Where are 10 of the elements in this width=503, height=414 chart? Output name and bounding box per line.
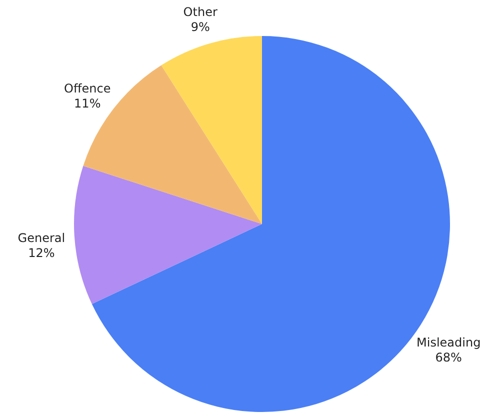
data-label: 68% [435,350,462,364]
data-label: 12% [28,246,55,260]
data-label: 11% [74,96,101,111]
slice-label: Misleading [416,335,481,350]
slice-label: Offence [64,82,111,96]
slice-label: General [18,230,66,245]
slice-label: Other [183,4,218,19]
pie-slice [161,36,262,224]
pie-slice [74,166,262,304]
data-label: 9% [190,20,210,34]
